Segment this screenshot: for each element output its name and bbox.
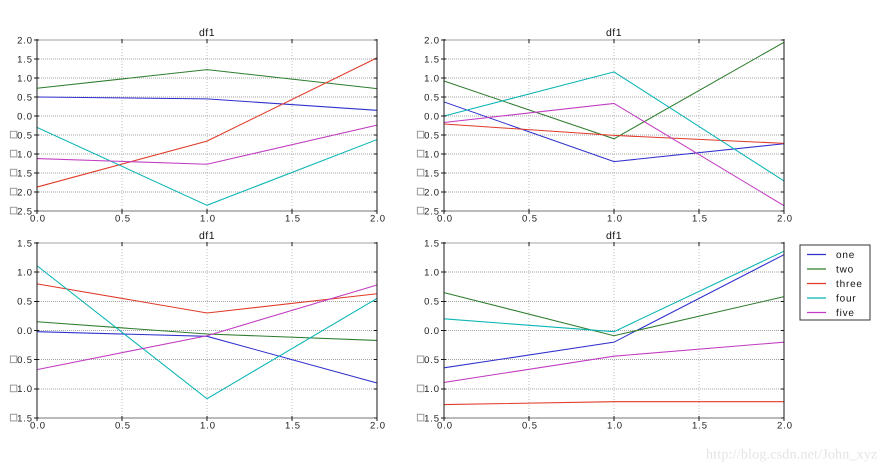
svg-text:2.5: 2.5 [17,206,33,217]
svg-text:df1: df1 [606,27,622,39]
svg-text:1.0: 1.0 [424,268,440,279]
svg-text:0.0: 0.0 [17,111,33,122]
svg-text:0.5: 0.5 [17,355,33,366]
svg-text:0.5: 0.5 [522,214,538,225]
svg-text:0.5: 0.5 [115,214,131,225]
svg-text:1.5: 1.5 [424,413,440,424]
svg-text:1.5: 1.5 [692,214,708,225]
svg-text:0.5: 0.5 [17,92,33,103]
svg-text:2.0: 2.0 [777,421,793,432]
svg-text:2.0: 2.0 [424,187,440,198]
svg-text:1.5: 1.5 [17,238,33,249]
svg-text:0.5: 0.5 [424,130,440,141]
svg-text:1.0: 1.0 [17,268,33,279]
svg-text:2.0: 2.0 [17,187,33,198]
svg-text:df1: df1 [606,230,622,242]
svg-text:one: one [836,250,855,261]
svg-text:0.0: 0.0 [437,214,453,225]
svg-text:1.0: 1.0 [424,149,440,160]
svg-text:three: three [836,279,863,290]
svg-text:2.0: 2.0 [17,35,33,46]
svg-text:two: two [836,265,854,276]
svg-text:1.5: 1.5 [285,421,301,432]
svg-text:df1: df1 [199,27,215,39]
svg-text:1.0: 1.0 [424,384,440,395]
svg-text:0.5: 0.5 [424,92,440,103]
svg-text:2.0: 2.0 [424,35,440,46]
svg-text:1.5: 1.5 [17,54,33,65]
svg-text:0.5: 0.5 [115,421,131,432]
svg-text:1.0: 1.0 [424,73,440,84]
svg-text:1.0: 1.0 [200,214,216,225]
svg-text:2.0: 2.0 [370,214,386,225]
svg-text:2.0: 2.0 [370,421,386,432]
svg-text:1.5: 1.5 [424,238,440,249]
svg-text:1.5: 1.5 [424,54,440,65]
svg-text:1.5: 1.5 [424,168,440,179]
svg-text:1.5: 1.5 [17,413,33,424]
svg-text:1.5: 1.5 [17,168,33,179]
svg-text:1.5: 1.5 [692,421,708,432]
svg-text:http://blog.csdn.net/John_xyz: http://blog.csdn.net/John_xyz [706,448,877,463]
svg-text:0.5: 0.5 [424,297,440,308]
svg-text:0.0: 0.0 [17,326,33,337]
svg-text:2.5: 2.5 [424,206,440,217]
svg-text:0.0: 0.0 [30,421,46,432]
svg-text:1.0: 1.0 [17,73,33,84]
svg-text:df1: df1 [199,230,215,242]
svg-text:1.0: 1.0 [17,149,33,160]
svg-text:1.0: 1.0 [607,214,623,225]
svg-text:0.0: 0.0 [424,111,440,122]
svg-text:1.0: 1.0 [200,421,216,432]
svg-text:0.5: 0.5 [522,421,538,432]
svg-text:0.5: 0.5 [17,130,33,141]
svg-text:five: five [836,308,855,319]
svg-text:1.0: 1.0 [17,384,33,395]
svg-text:1.0: 1.0 [607,421,623,432]
svg-text:0.0: 0.0 [30,214,46,225]
svg-text:1.5: 1.5 [285,214,301,225]
svg-text:four: four [836,294,856,305]
svg-text:0.0: 0.0 [424,326,440,337]
svg-text:2.0: 2.0 [777,214,793,225]
svg-text:0.5: 0.5 [424,355,440,366]
svg-text:0.5: 0.5 [17,297,33,308]
svg-text:0.0: 0.0 [437,421,453,432]
